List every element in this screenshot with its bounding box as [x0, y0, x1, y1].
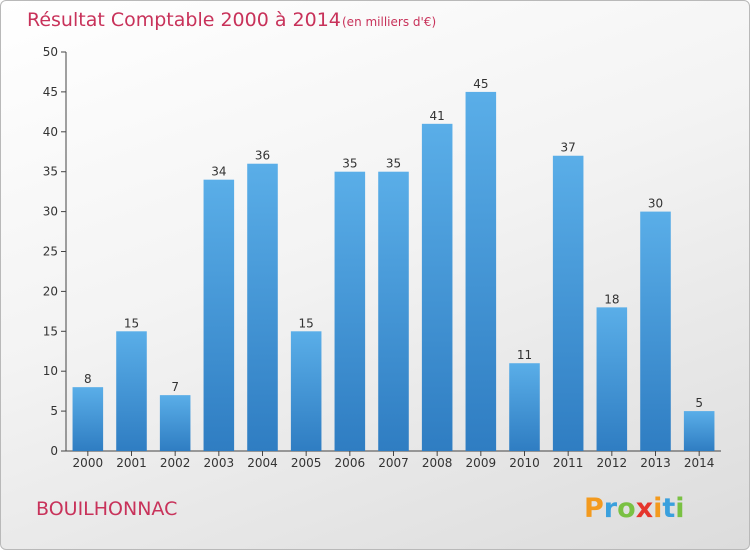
x-tick-label-2001: 2001 [116, 456, 147, 470]
x-tick-label-2006: 2006 [335, 456, 366, 470]
data-label-2003: 34 [211, 165, 226, 179]
bar-2014 [683, 411, 715, 451]
x-tick-label-2010: 2010 [509, 456, 540, 470]
data-label-2011: 37 [561, 141, 576, 155]
bar-2002 [159, 395, 191, 451]
x-tick-label-2003: 2003 [204, 456, 235, 470]
data-label-2013: 30 [648, 197, 663, 211]
data-label-2012: 18 [604, 292, 619, 306]
bar-2004 [247, 163, 278, 451]
y-tick-label: 45 [43, 85, 58, 99]
bar-2012 [596, 307, 628, 451]
data-label-2006: 35 [342, 157, 357, 171]
data-label-2001: 15 [124, 316, 139, 330]
x-tick-label-2002: 2002 [160, 456, 191, 470]
y-tick-label: 20 [43, 284, 58, 298]
y-tick-label: 5 [50, 404, 58, 418]
data-labels: 8 15 7 34 36 15 35 35 41 45 11 37 18 30 5 [84, 77, 703, 410]
proxiti-letter: t [662, 493, 675, 524]
y-tick-label: 50 [43, 45, 58, 59]
data-label-2000: 8 [84, 372, 92, 386]
y-tick-label: 35 [43, 165, 58, 179]
bar-2010 [509, 363, 540, 451]
bar-2008 [421, 123, 453, 451]
x-tick-label-2013: 2013 [640, 456, 671, 470]
x-tick-label-2009: 2009 [466, 456, 497, 470]
x-tick-label-2004: 2004 [247, 456, 278, 470]
data-label-2002: 7 [171, 380, 179, 394]
data-label-2010: 11 [517, 348, 532, 362]
proxiti-letter: r [604, 493, 618, 524]
data-label-2007: 35 [386, 157, 401, 171]
bar-2003 [203, 179, 235, 451]
x-tick-label-2012: 2012 [597, 456, 628, 470]
data-label-2008: 41 [430, 109, 445, 123]
proxiti-letter: i [675, 493, 684, 524]
data-label-2004: 36 [255, 149, 270, 163]
data-label-2005: 15 [299, 316, 314, 330]
y-tick-label: 15 [43, 324, 58, 338]
x-tick-label-2007: 2007 [378, 456, 409, 470]
bar-2005 [290, 331, 322, 451]
bar-2006 [334, 171, 366, 451]
proxiti-letter: P [584, 493, 604, 524]
bar-2001 [116, 331, 147, 451]
x-tick-label-2011: 2011 [553, 456, 584, 470]
x-axis: 2000 2001 2002 2003 2004 2005 2006 2007 2008 2009… [66, 450, 721, 470]
commune-name: BOUILHONNAC [36, 498, 177, 520]
bar-2007 [378, 171, 409, 451]
bar-2000 [72, 387, 104, 451]
data-label-2009: 45 [473, 77, 488, 91]
proxiti-letter: i [653, 493, 662, 524]
x-tick-label-2000: 2000 [73, 456, 104, 470]
chart-subtitle: (en milliers d'€) [342, 15, 436, 29]
y-tick-label: 40 [43, 125, 58, 139]
chart-title: Résultat Comptable 2000 à 2014 [27, 9, 341, 31]
y-tick-label: 25 [43, 245, 58, 259]
x-tick-label-2005: 2005 [291, 456, 322, 470]
proxiti-letter: x [636, 493, 653, 524]
x-tick-label-2008: 2008 [422, 456, 453, 470]
proxiti-logo: Proxiti [584, 493, 685, 524]
y-tick-label: 0 [50, 444, 58, 458]
data-label-2014: 5 [695, 396, 703, 410]
bar-2009 [465, 91, 497, 452]
bar-series [72, 91, 715, 452]
proxiti-letter: o [617, 493, 636, 524]
bar-2013 [640, 211, 671, 451]
y-tick-label: 10 [43, 364, 58, 378]
y-axis: 0 5 10 15 20 25 30 35 40 45 50 [43, 45, 67, 458]
x-tick-label-2014: 2014 [684, 456, 715, 470]
bar-2011 [552, 155, 584, 452]
y-tick-label: 30 [43, 205, 58, 219]
